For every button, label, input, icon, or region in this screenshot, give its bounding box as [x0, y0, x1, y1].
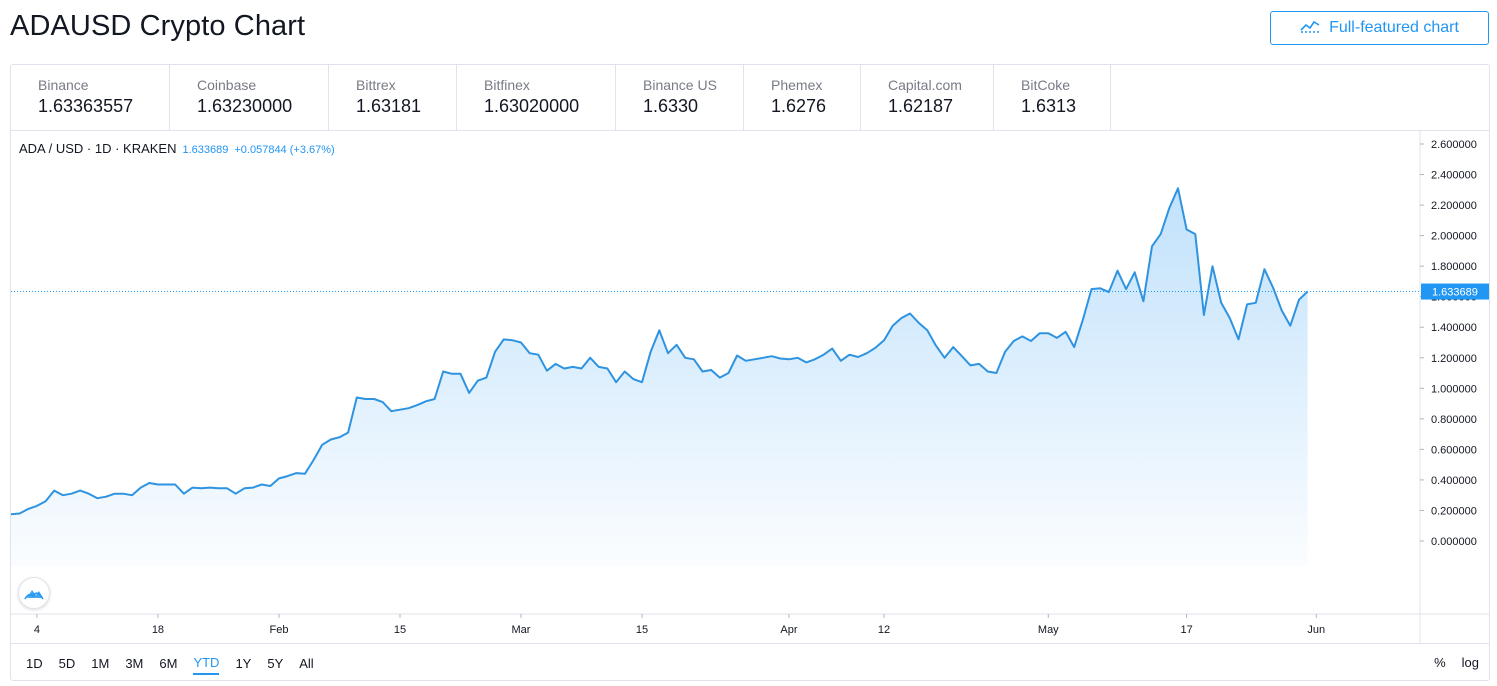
legend-symbol[interactable]: ADA / USD · 1D · KRAKEN — [19, 141, 177, 156]
range-button-all[interactable]: All — [299, 656, 314, 671]
page-title: ADAUSD Crypto Chart — [10, 10, 306, 42]
y-tick-label: 1.200000 — [1431, 353, 1477, 365]
full-featured-chart-label: Full-featured chart — [1329, 19, 1459, 36]
chart-trend-icon — [1300, 19, 1320, 38]
last-price-badge — [1421, 283, 1489, 300]
y-tick-label: 0.800000 — [1431, 414, 1477, 426]
chart-widget: Binance 1.63363557 Coinbase 1.63230000 B… — [10, 64, 1490, 681]
x-tick-label: 17 — [1180, 624, 1192, 636]
y-tick-label: 2.000000 — [1431, 231, 1477, 243]
exchange-price: 1.63181 — [356, 96, 422, 116]
x-tick-label: 15 — [394, 624, 406, 636]
chart-legend: ADA / USD · 1D · KRAKEN 1.633689 +0.0578… — [19, 141, 335, 156]
price-chart-svg[interactable]: 2.600000 2.400000 2.200000 2.000000 1.800000… — [11, 131, 1490, 643]
full-featured-chart-button[interactable]: Full-featured chart — [1270, 11, 1489, 45]
y-tick-label: 0.600000 — [1431, 444, 1477, 456]
x-tick-label: Feb — [269, 624, 288, 636]
exchange-item[interactable]: BitCoke 1.6313 — [994, 65, 1111, 130]
y-tick-label: 2.600000 — [1431, 139, 1477, 151]
range-button-5d[interactable]: 5D — [58, 656, 76, 671]
price-area-fill — [11, 188, 1308, 567]
exchange-item[interactable]: Bittrex 1.63181 — [329, 65, 457, 130]
exchange-item[interactable]: Coinbase 1.63230000 — [170, 65, 329, 130]
exchange-name: Capital.com — [888, 77, 962, 93]
x-tick-label: Apr — [780, 624, 797, 636]
exchange-item[interactable]: Capital.com 1.62187 — [861, 65, 994, 130]
exchange-name: Coinbase — [197, 77, 257, 93]
range-button-3m[interactable]: 3M — [125, 656, 144, 671]
exchange-name: Binance US — [643, 77, 717, 93]
exchange-price: 1.6313 — [1021, 96, 1077, 116]
legend-last-value: 1.633689 — [182, 144, 229, 156]
exchange-name: BitCoke — [1021, 77, 1071, 93]
y-tick-label: 2.400000 — [1431, 170, 1477, 182]
exchange-price: 1.63020000 — [484, 96, 580, 116]
percent-scale-toggle[interactable]: % — [1434, 655, 1446, 670]
y-tick-label: 1.800000 — [1431, 261, 1477, 273]
exchange-item[interactable]: Binance US 1.6330 — [616, 65, 744, 130]
exchange-price: 1.6330 — [643, 96, 699, 116]
x-tick-label: Mar — [512, 624, 531, 636]
exchange-name: Bitfinex — [484, 77, 530, 93]
exchange-price: 1.63230000 — [197, 96, 293, 116]
y-tick-label: 1.000000 — [1431, 383, 1477, 395]
y-tick-label: 2.200000 — [1431, 200, 1477, 212]
exchange-item[interactable]: Bitfinex 1.63020000 — [457, 65, 616, 130]
range-button-1d[interactable]: 1D — [26, 656, 43, 671]
range-button-6m[interactable]: 6M — [159, 656, 178, 671]
exchange-price: 1.6276 — [771, 96, 827, 116]
range-button-1y[interactable]: 1Y — [235, 656, 252, 671]
x-tick-label: 4 — [34, 624, 40, 636]
range-toolbar: 1D 5D 1M 3M 6M YTD 1Y 5Y All % log — [11, 643, 1489, 680]
y-tick-label: 1.400000 — [1431, 322, 1477, 334]
y-tick-label: 0.400000 — [1431, 475, 1477, 487]
range-button-1m[interactable]: 1M — [91, 656, 110, 671]
y-tick-label: 0.000000 — [1431, 536, 1477, 548]
y-tick-label: 0.200000 — [1431, 505, 1477, 517]
exchange-item[interactable]: Phemex 1.6276 — [744, 65, 861, 130]
exchange-item[interactable]: Binance 1.63363557 — [11, 65, 170, 130]
price-line — [11, 187, 1309, 516]
x-tick-label: 12 — [878, 624, 890, 636]
x-tick-label: May — [1038, 624, 1059, 636]
x-tick-label: 18 — [152, 624, 164, 636]
exchange-price: 1.63363557 — [38, 96, 134, 116]
range-button-ytd[interactable]: YTD — [193, 652, 220, 675]
exchange-name: Binance — [38, 77, 89, 93]
exchange-name: Phemex — [771, 77, 823, 93]
legend-change: +0.057844 (+3.67%) — [234, 144, 335, 156]
x-tick-label: Jun — [1307, 624, 1325, 636]
price-chart[interactable]: 2.600000 2.400000 2.200000 2.000000 1.800000… — [11, 130, 1490, 680]
exchange-name: Bittrex — [356, 77, 396, 93]
range-button-5y[interactable]: 5Y — [267, 656, 284, 671]
exchange-price: 1.62187 — [888, 96, 954, 116]
log-scale-toggle[interactable]: log — [1461, 655, 1479, 670]
tradingview-cloud-icon[interactable] — [18, 577, 50, 609]
exchange-prices: Binance 1.63363557 Coinbase 1.63230000 B… — [11, 65, 1111, 130]
x-tick-label: 15 — [636, 624, 648, 636]
last-price-label: 1.633689 — [1432, 287, 1478, 299]
